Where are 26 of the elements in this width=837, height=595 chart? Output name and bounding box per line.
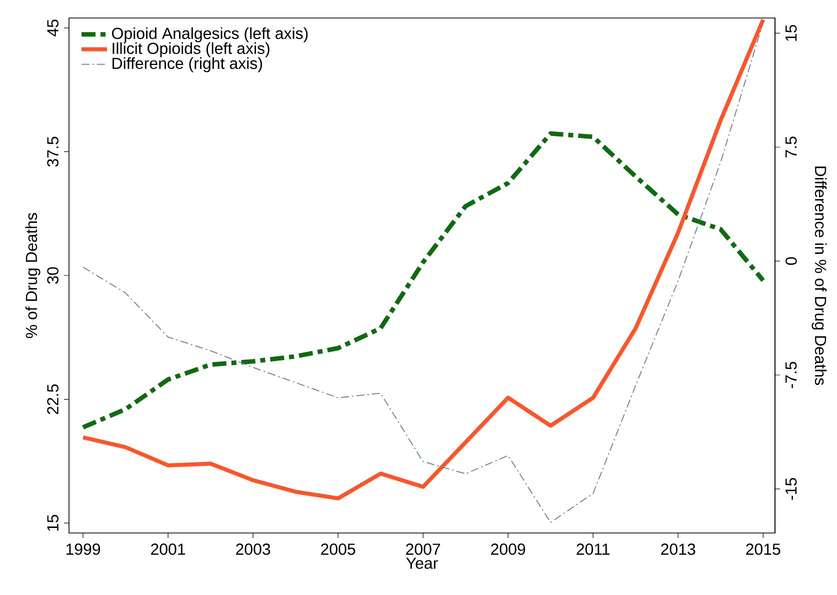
y-tick-label: 45 (47, 20, 58, 36)
x-tick-label: 1999 (66, 544, 100, 555)
x-tick-label: 2011 (576, 544, 610, 555)
y2-tick-label: -7.5 (786, 362, 797, 388)
x-tick-label: 2005 (321, 544, 356, 555)
x-axis-title: Year (406, 558, 438, 569)
y2-tick-label: 7.5 (786, 136, 797, 158)
legend-label: Opioid Analgesics (left axis) (112, 27, 308, 42)
x-tick-label: 2009 (491, 544, 526, 555)
y2-tick-label: 15 (786, 24, 797, 41)
legend-label: Illicit Opioids (left axis) (112, 42, 270, 58)
y-tick-label: 22.5 (47, 384, 58, 414)
x-tick-label: 2003 (236, 544, 270, 555)
y-tick-label: 15 (47, 514, 58, 531)
y-tick-label: 30 (47, 267, 58, 284)
x-tick-label: 2001 (151, 544, 186, 555)
line-series (80, 131, 766, 430)
y2-axis-title: Difference in % of Drug Deaths (812, 166, 827, 386)
x-tick-label: 2013 (661, 544, 696, 555)
y-axis-title: % of Drug Deaths (25, 212, 40, 338)
x-tick-label: 2007 (406, 544, 440, 555)
x-tick-label: 2015 (746, 544, 780, 555)
y2-tick-label: 0 (786, 257, 797, 265)
y2-tick-label: -15 (786, 478, 797, 500)
legend-label: Difference (right axis) (112, 57, 262, 72)
y-tick-label: 37.5 (47, 136, 58, 167)
